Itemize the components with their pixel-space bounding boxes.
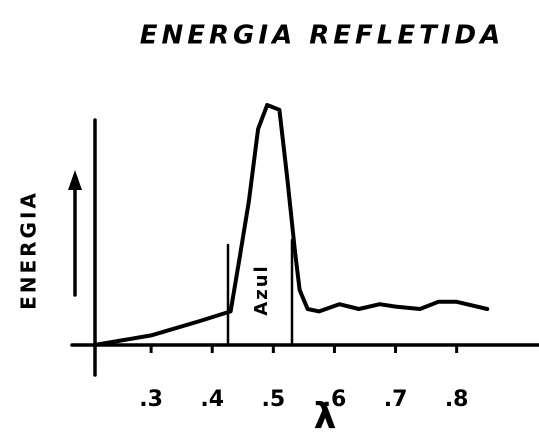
chart-title: ENERGIA REFLETIDA bbox=[140, 21, 504, 51]
annotation: Azul bbox=[251, 264, 272, 315]
x-tick-label: .6 bbox=[323, 387, 347, 412]
x-tick-label: .3 bbox=[139, 387, 163, 412]
y-axis-label: ENERGIA bbox=[17, 190, 41, 310]
x-tick-label: .8 bbox=[445, 387, 469, 412]
x-axis-label: λ bbox=[314, 396, 337, 437]
x-tick-label: .4 bbox=[200, 387, 224, 412]
arrow-head bbox=[68, 170, 82, 190]
x-tick-label: .7 bbox=[384, 387, 408, 412]
line bbox=[92, 103, 490, 347]
x-tick-label: .5 bbox=[261, 387, 285, 412]
